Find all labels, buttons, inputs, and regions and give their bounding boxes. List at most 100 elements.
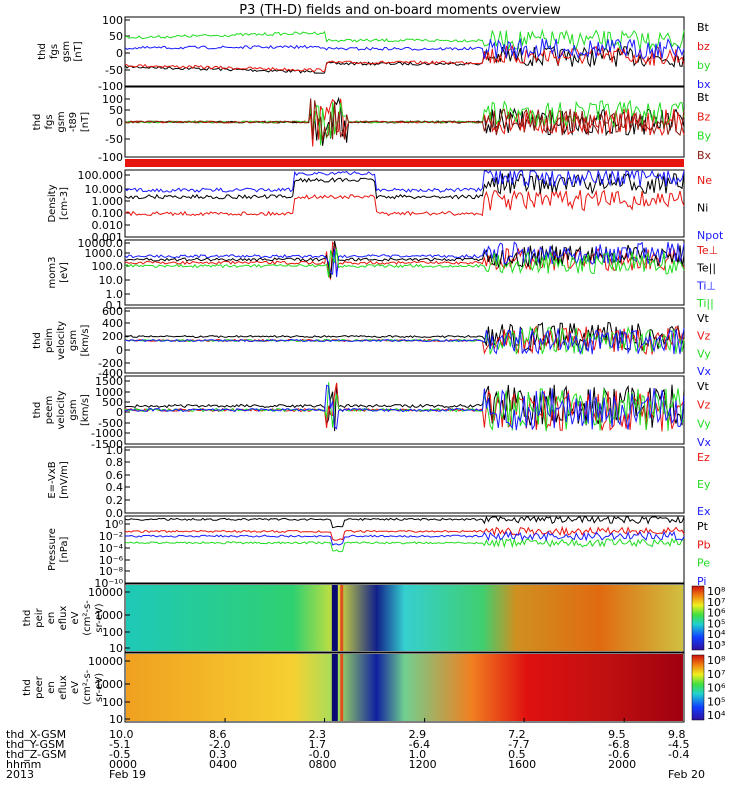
y-axis-label: [mV/m] <box>59 461 70 499</box>
x-row-value: -0.6 <box>608 748 629 761</box>
y-tick-label: 0.010 <box>92 219 124 232</box>
panel-frame-peer_spec <box>124 652 685 723</box>
panel-frame-peir_spec <box>124 583 685 653</box>
legend-Vz: Vz <box>697 399 711 412</box>
series-line-Pi <box>124 530 685 546</box>
y-axis-label: -t89 <box>68 112 79 132</box>
y-axis-label: mom3 <box>47 257 58 289</box>
y-tick-label: 10 <box>109 642 123 655</box>
series-line-Vx <box>124 384 685 431</box>
colorbar-peer_spec <box>691 654 705 721</box>
y-axis-label: fgs <box>44 114 55 129</box>
x-row-value: 10.0 <box>109 728 134 741</box>
x-row-value: 0.3 <box>209 748 227 761</box>
x-row-label: thd_Z-GSM <box>6 748 66 761</box>
x-row-value: -0.4 <box>668 748 689 761</box>
y-tick-label: 1500 <box>95 375 123 388</box>
x-row-label: thd_X-GSM <box>6 728 66 741</box>
x-row-value: 0.5 <box>508 748 525 761</box>
y-tick-label: -100 <box>98 151 123 164</box>
series-line-bz <box>124 44 685 73</box>
legend-Ez: Ez <box>697 451 710 464</box>
legend-by: by <box>697 59 711 72</box>
x-row-label: 2013 <box>6 768 34 781</box>
x-axis-labels: thd_X-GSM 10.0 8.6 2.3 2.9 7.2 9.5 9.8 thd_Y-GSM… <box>6 718 705 781</box>
legend-Te⊥: Te⊥ <box>696 244 718 257</box>
y-tick-label: 100 <box>102 93 123 106</box>
series-line-Pb <box>124 525 685 541</box>
panel-frame-fgs <box>124 16 685 87</box>
colorbar-tick: 10⁷ <box>707 668 725 681</box>
y-tick-label: 1000 <box>95 386 123 399</box>
x-row-value: -4.5 <box>668 738 689 751</box>
x-row-value: 2.3 <box>309 728 327 741</box>
y-axis-label: en <box>46 612 57 625</box>
y-axis-label: thd <box>32 332 43 349</box>
y-tick-label: 10000 <box>88 655 123 668</box>
x-row-value: 2.9 <box>409 728 427 741</box>
x-row-value: -0.0 <box>309 748 330 761</box>
y-axis-label: peir <box>34 607 45 627</box>
y-tick-label: 100 <box>102 696 123 709</box>
legend-By: By <box>697 130 712 143</box>
x-row-value: 0400 <box>209 758 237 771</box>
heatmap-peir_spec <box>126 585 683 651</box>
legend-Vz: Vz <box>697 330 711 343</box>
heatmap-peer_spec <box>126 654 683 721</box>
legend-Pi: Pi <box>697 575 706 588</box>
y-tick-label: -500 <box>98 417 123 430</box>
legend-Bx: Bx <box>697 149 712 162</box>
x-row-label: hhmm <box>6 758 41 771</box>
legend-Vx: Vx <box>697 436 712 449</box>
legend-Vt: Vt <box>697 380 710 393</box>
y-tick-label: 1000 <box>95 609 123 622</box>
y-tick-label: 200 <box>102 330 123 343</box>
y-axis-label: sr-eV) <box>94 603 105 632</box>
x-row-value: 0000 <box>109 758 137 771</box>
legend-Pb: Pb <box>697 538 711 551</box>
heatmap-spike-core <box>340 654 344 721</box>
y-axis-label: thd <box>37 43 48 60</box>
legend-Te||: Te|| <box>696 262 716 275</box>
series-line-Vt <box>124 321 685 352</box>
y-tick-label: 500 <box>102 396 123 409</box>
heatmap-spike-core <box>340 585 344 651</box>
series-line-Te⊥ <box>124 241 685 281</box>
x-row-value: 1.0 <box>409 748 427 761</box>
x-row-value: 1200 <box>409 758 437 771</box>
y-axis-label: (cm²-s- <box>82 669 93 705</box>
x-row-label: thd_Y-GSM <box>6 738 65 751</box>
legend-Bt: Bt <box>697 91 710 104</box>
legend-bx: bx <box>697 78 711 91</box>
y-tick-label: 100.0 <box>92 260 124 273</box>
y-tick-label: 0 <box>116 344 123 357</box>
y-tick-label: 100 <box>102 626 123 639</box>
series-line-Bx <box>124 98 685 142</box>
legend-Pt: Pt <box>697 520 709 533</box>
series-line-Ti|| <box>124 248 685 278</box>
y-tick-label: -1000 <box>91 427 123 440</box>
y-tick-label: 0.4 <box>106 481 124 494</box>
y-tick-label: 1.000 <box>92 195 124 208</box>
y-axis-label: eV <box>70 681 81 694</box>
y-tick-label: 0.0 <box>106 507 124 520</box>
y-axis-label: en <box>46 681 57 694</box>
y-axis-label: [km/s] <box>80 324 91 356</box>
y-axis-label: peim <box>44 328 55 353</box>
legend-Vt: Vt <box>697 312 710 325</box>
y-axis-label: gsm <box>68 330 79 351</box>
y-axis-label: velocity <box>56 321 67 360</box>
legend-Vy: Vy <box>697 417 711 430</box>
y-axis-label: Pressure <box>47 528 58 571</box>
y-axis-label: sr-eV) <box>94 673 105 702</box>
y-tick-label: 10⁻⁸ <box>99 565 124 578</box>
colorbar-tick: 10⁴ <box>707 709 726 722</box>
series-line-Ni <box>124 172 685 200</box>
colorbar-tick: 10⁴ <box>707 628 726 641</box>
series-line-Bt <box>124 45 685 74</box>
colorbar-peir_spec <box>691 585 705 651</box>
y-tick-label: 0 <box>116 116 123 129</box>
y-axis-label: eV <box>70 611 81 624</box>
y-tick-label: 1000.0 <box>85 247 124 260</box>
